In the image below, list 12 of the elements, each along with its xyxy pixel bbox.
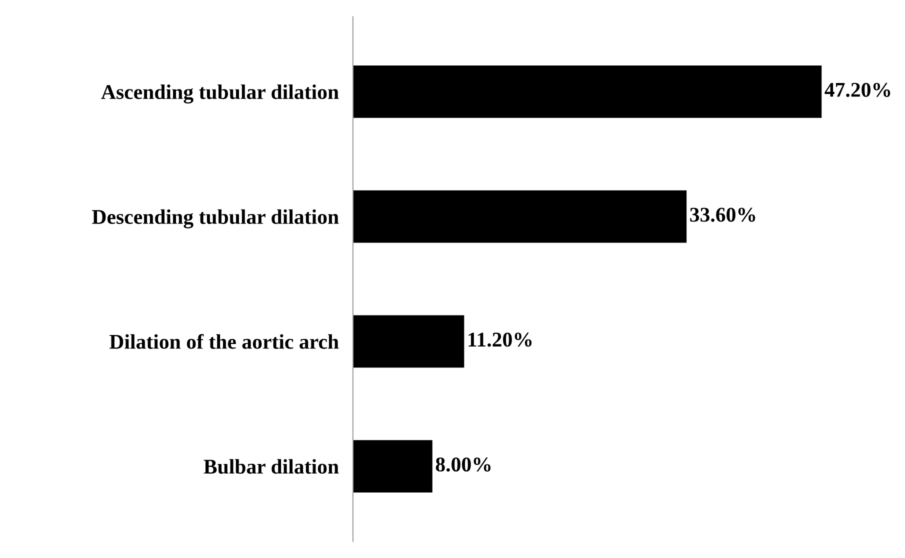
data-label: 8.00% [436,457,490,472]
y-tick-label: Descending tubular dilation [92,209,339,228]
bar [352,65,822,118]
bar [352,190,687,243]
y-tick-label: Dilation of the aortic arch [110,334,339,349]
data-label: 11.20% [468,332,532,347]
data-label: 47.20% [824,82,890,97]
data-label: 33.60% [690,208,756,222]
bar [352,440,432,493]
y-tick-label: Ascending tubular dilation [101,84,339,104]
y-tick-label: Bulbar dilation [204,459,339,474]
bar [352,315,464,368]
